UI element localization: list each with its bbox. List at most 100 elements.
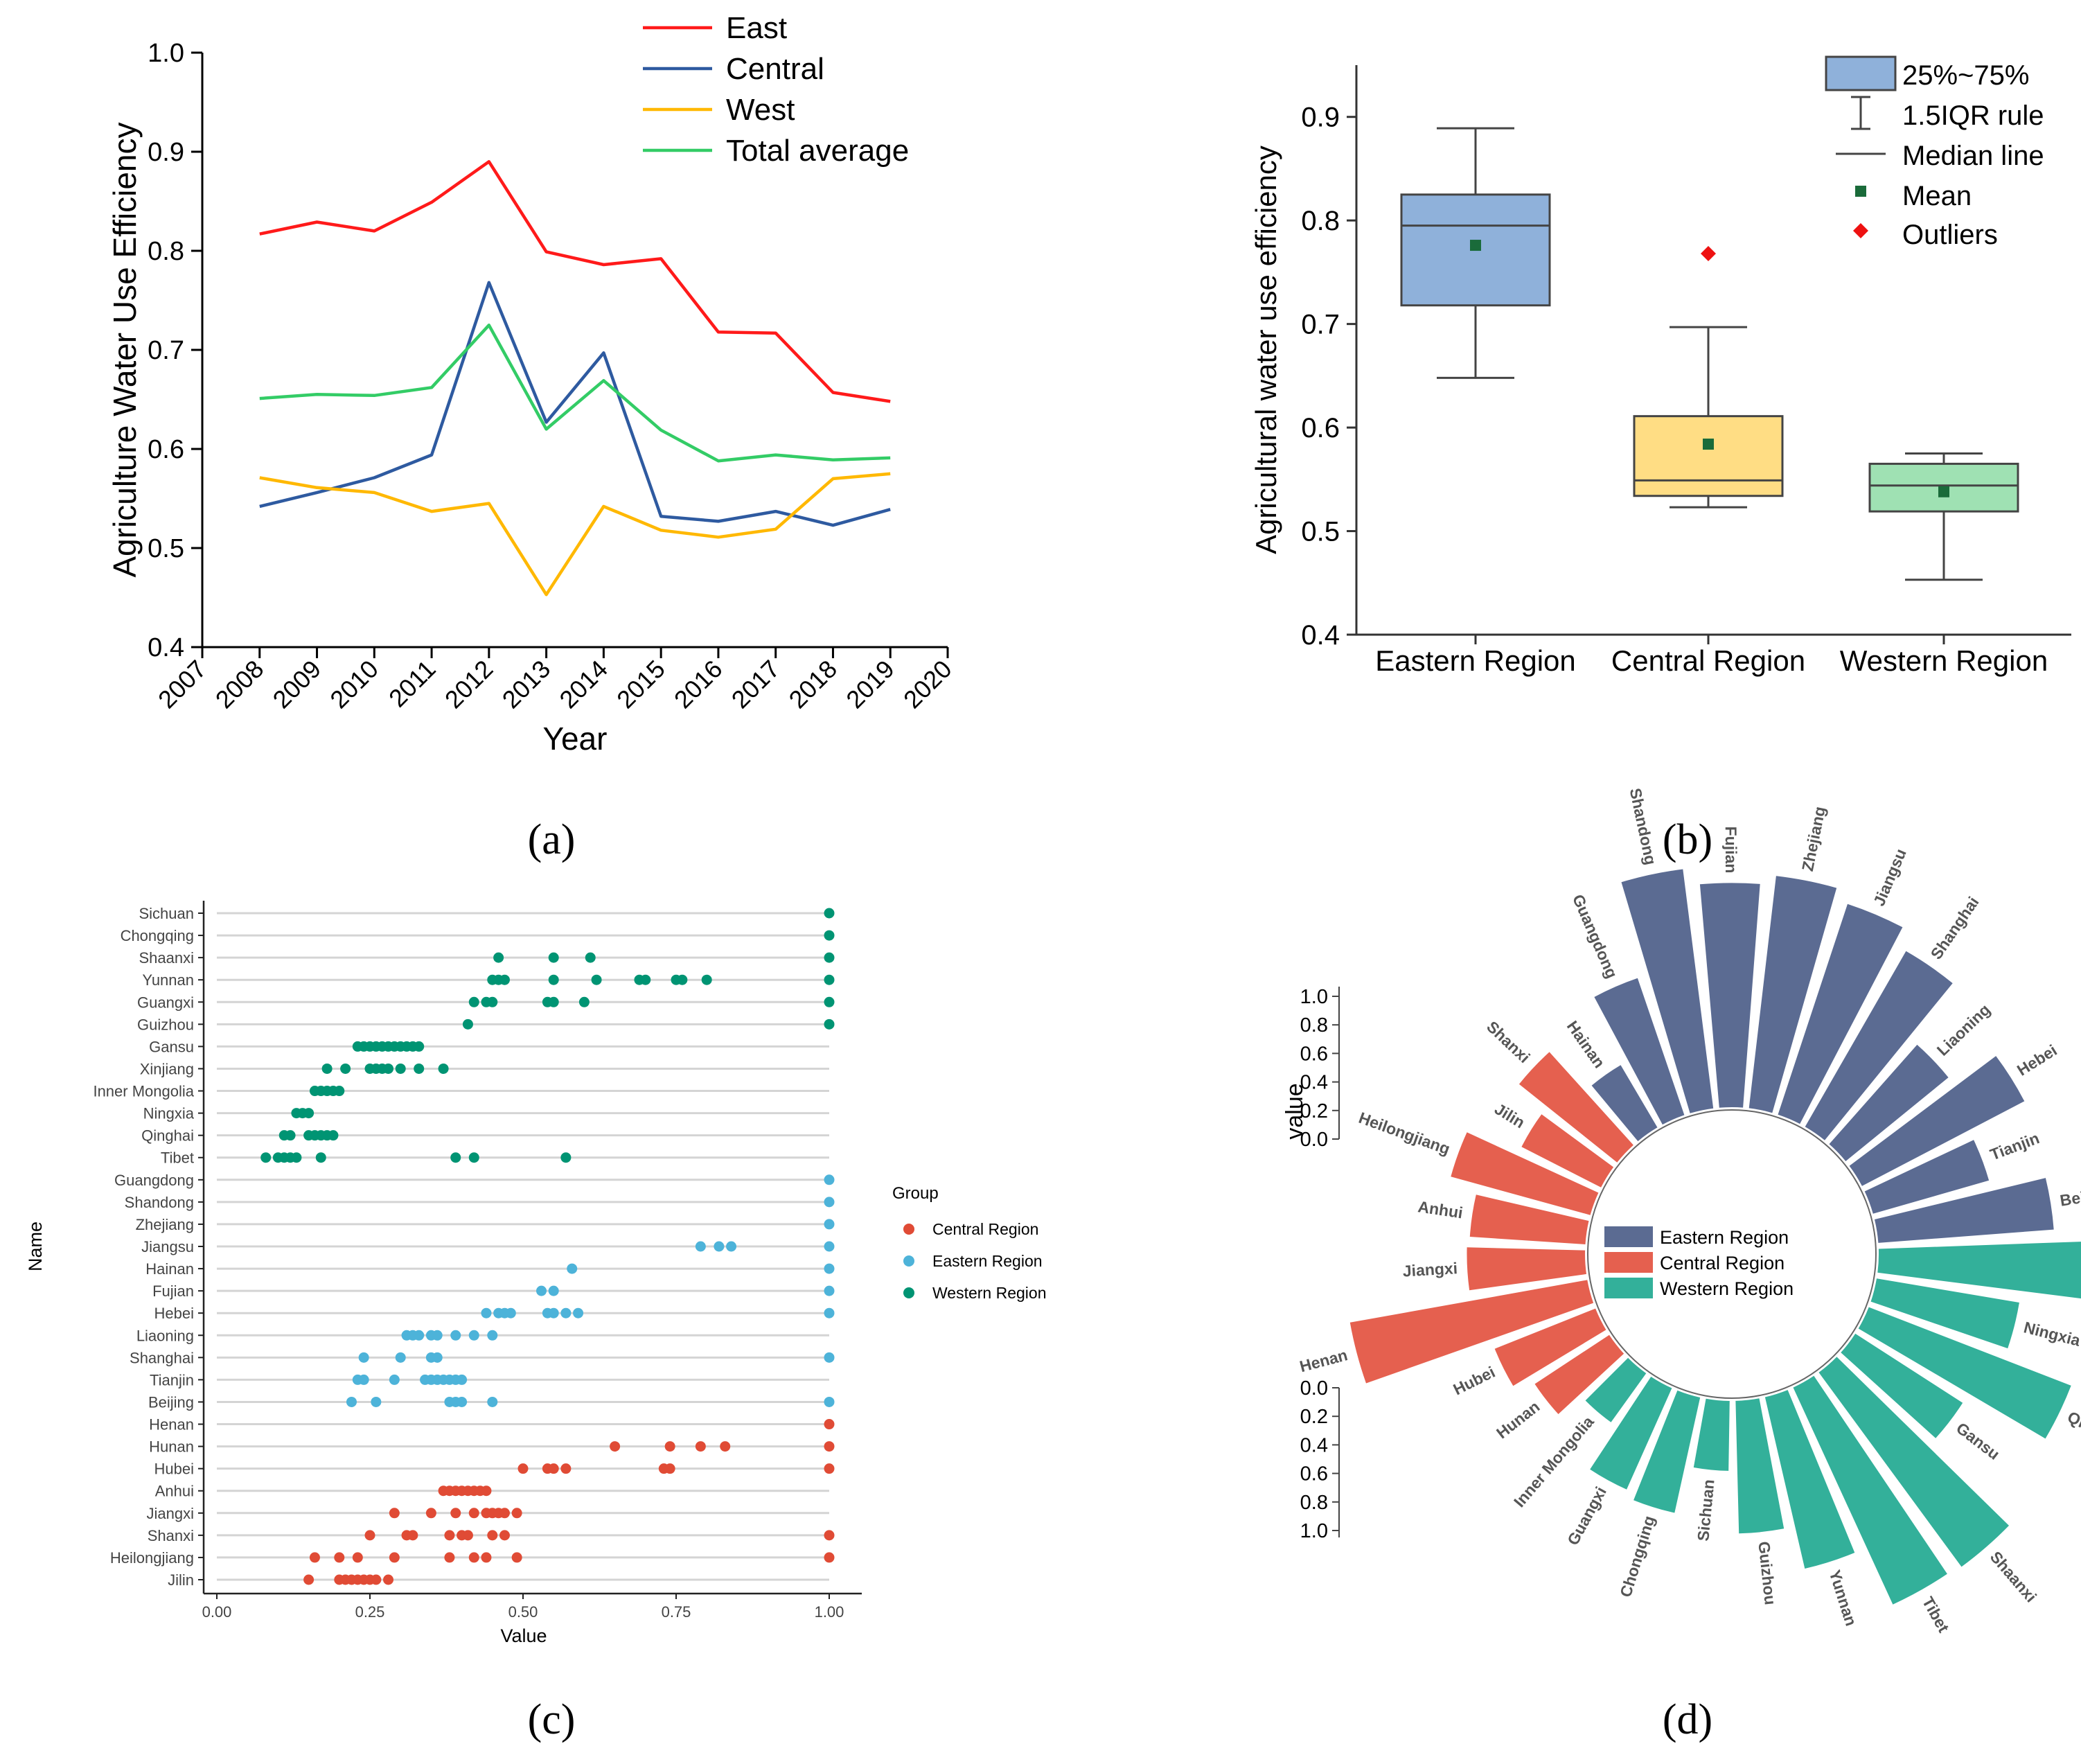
c-point (824, 1197, 835, 1208)
c-point (462, 1018, 473, 1030)
c-point (824, 1419, 835, 1430)
c-row-label: Anhui (155, 1483, 194, 1500)
c-point (824, 1307, 835, 1318)
a-x-tick-label: 2011 (383, 655, 441, 713)
c-point (321, 1063, 333, 1074)
c-legend-swatch-eastern-region (903, 1255, 914, 1267)
c-point (444, 1530, 455, 1541)
c-point (560, 1307, 572, 1318)
c-point (487, 1530, 498, 1541)
a-y-tick-label: 1.0 (148, 39, 184, 68)
panel-label-d: (d) (1663, 1696, 1712, 1743)
b-y-tick-label: 0.7 (1301, 310, 1340, 340)
d-bar-shanghai (1805, 951, 1953, 1140)
d-upper-axis-tick-label: 0.2 (1300, 1100, 1328, 1122)
d-lower-axis-tick-label: 1.0 (1300, 1520, 1328, 1542)
d-legend-label-eastern-region: Eastern Region (1660, 1227, 1789, 1248)
c-point (438, 1063, 449, 1074)
b-x-tick-label: Eastern Region (1375, 644, 1576, 677)
a-y-tick-label: 0.9 (148, 138, 184, 167)
a-x-axis-title: Year (543, 721, 608, 757)
d-bar-label: Hainan (1564, 1017, 1609, 1071)
c-point (567, 1263, 578, 1274)
c-point (824, 1018, 835, 1030)
d-bar-label: Shaanxi (1987, 1548, 2040, 1606)
c-point (511, 1552, 522, 1563)
c-row-label: Tianjin (150, 1371, 194, 1388)
c-point (468, 1552, 479, 1563)
c-point (824, 1263, 835, 1274)
b-legend-label-25-75-: 25%~75% (1902, 60, 2029, 91)
a-x-tick-label: 2009 (267, 655, 327, 714)
c-point (578, 996, 590, 1007)
c-row-label: Shanghai (130, 1349, 194, 1366)
d-bar-label: Qinghai (2064, 1408, 2081, 1450)
c-point (383, 1574, 394, 1585)
c-row-label: Guizhou (137, 1016, 194, 1033)
c-point (303, 1108, 315, 1119)
c-point (315, 1152, 326, 1163)
d-bar-tianjin (1864, 1140, 1990, 1214)
c-point (334, 1552, 345, 1563)
c-point (640, 974, 651, 985)
c-x-tick-label: 0.50 (508, 1603, 538, 1621)
a-y-axis-title: Agriculture Water Use Efficiency (107, 122, 143, 577)
c-point (444, 1552, 455, 1563)
c-point (824, 996, 835, 1007)
c-point (517, 1463, 529, 1474)
b-box-western-region (1868, 462, 2019, 513)
c-point (824, 930, 835, 941)
c-point (548, 1463, 559, 1474)
c-point (371, 1396, 382, 1407)
d-bar-sichuan (1693, 1398, 1730, 1471)
d-legend-swatch-eastern-region (1604, 1226, 1653, 1247)
a-x-tick-label: 2010 (324, 655, 384, 714)
c-point (450, 1330, 461, 1341)
c-point (407, 1530, 418, 1541)
b-legend-label-1-5iqr-rule: 1.5IQR rule (1902, 100, 2044, 131)
a-legend-label-total-average: Total average (726, 134, 909, 168)
c-point (395, 1063, 406, 1074)
a-series-line-east (259, 160, 891, 403)
b-legend-box-swatch (1825, 55, 1897, 91)
d-bar-yunnan (1764, 1390, 1855, 1569)
c-point (824, 1552, 835, 1563)
d-bar-label: Shanghai (1927, 893, 1983, 962)
c-point (824, 1396, 835, 1407)
b-y-tick-label: 0.6 (1301, 413, 1340, 443)
d-bar-jiangsu (1778, 903, 1903, 1124)
d-bar-beijing (1875, 1178, 2054, 1243)
d-bar-label: Heilongjiang (1356, 1109, 1453, 1158)
c-point (371, 1574, 382, 1585)
c-legend-label-central-region: Central Region (932, 1220, 1038, 1238)
b-y-axis-title: Agricultural water use efficiency (1250, 145, 1282, 554)
d-bar-label: Fujian (1722, 827, 1740, 874)
d-bar-henan (1349, 1280, 1594, 1384)
d-upper-axis-tick-label: 0.6 (1300, 1043, 1328, 1065)
c-row-label: Hebei (154, 1305, 194, 1322)
a-x-tick-label: 2020 (898, 655, 957, 714)
c-point (677, 974, 688, 985)
b-box-central-region (1633, 415, 1784, 497)
d-bar-anhui (1469, 1194, 1589, 1244)
d-upper-axis-tick-label: 0.0 (1300, 1129, 1328, 1151)
d-legend-swatch-central-region (1604, 1252, 1653, 1273)
d-bar-label: Guangdong (1569, 892, 1621, 981)
c-point (468, 996, 479, 1007)
c-point (824, 1530, 835, 1541)
c-row-label: Shaanxi (139, 949, 194, 967)
b-legend-label-median-line: Median line (1902, 141, 2044, 171)
c-point (536, 1285, 547, 1296)
c-point (824, 1241, 835, 1252)
panel-label-a: (a) (528, 816, 576, 863)
a-series-line-central (259, 281, 891, 527)
a-y-tick-label: 0.8 (148, 237, 184, 266)
b-mean-marker (1470, 240, 1481, 252)
d-bar-shandong (1621, 869, 1714, 1113)
c-point (585, 952, 596, 963)
b-legend-mean-swatch (1855, 186, 1866, 197)
d-bar-tibet (1793, 1375, 1947, 1605)
c-row-label: Fujian (152, 1282, 194, 1300)
c-point (481, 1307, 492, 1318)
